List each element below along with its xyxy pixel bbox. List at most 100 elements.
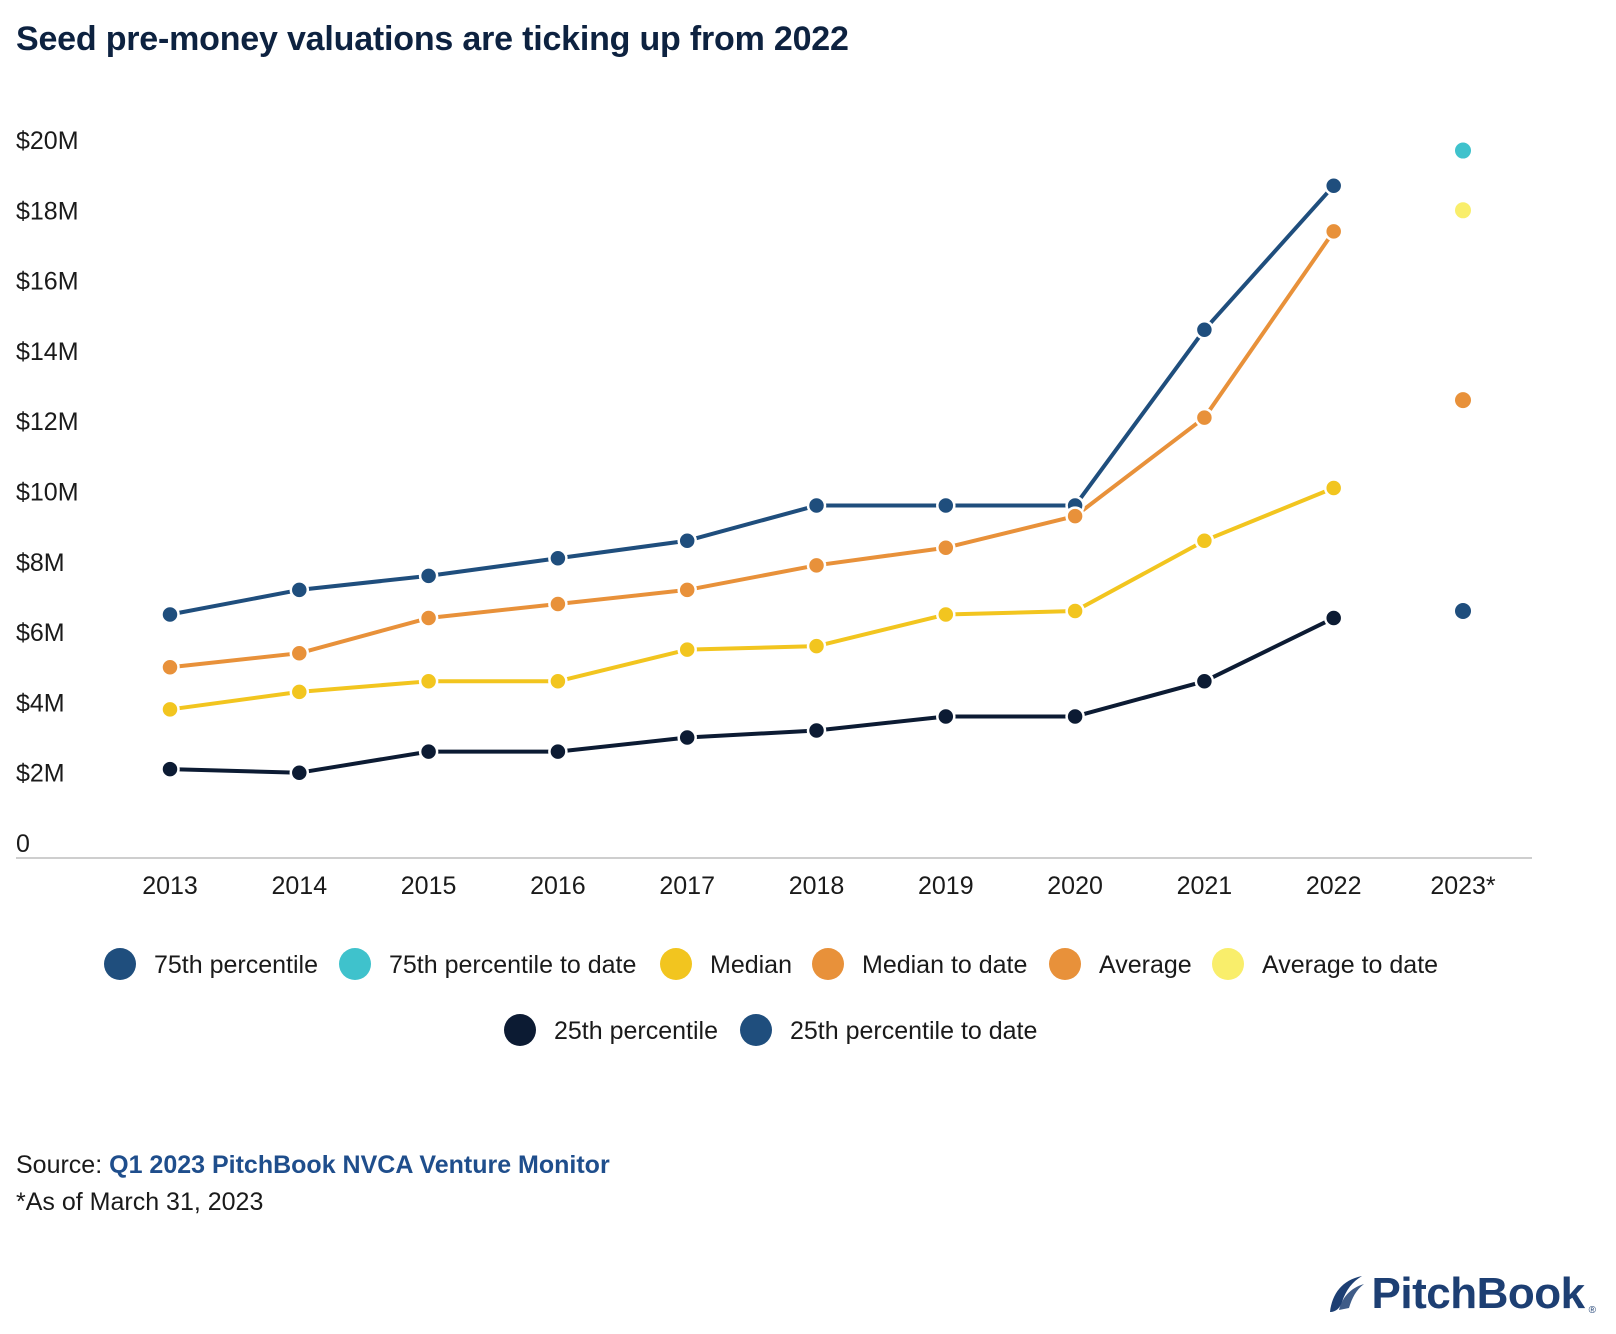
data-point-average bbox=[418, 608, 439, 628]
data-point-25th-percentile bbox=[936, 706, 956, 727]
data-point-average-to-date bbox=[1455, 202, 1471, 219]
series-line-median bbox=[168, 485, 1336, 712]
data-point-median bbox=[548, 671, 568, 692]
data-point-average bbox=[1194, 407, 1215, 428]
data-point-75th-percentile bbox=[677, 530, 697, 551]
data-point-median bbox=[289, 682, 310, 702]
data-point-25th-percentile-to-date bbox=[1455, 603, 1471, 620]
legend-label: Median bbox=[710, 951, 792, 979]
data-point-25th-percentile bbox=[806, 720, 827, 741]
data-point-average bbox=[677, 580, 697, 600]
series-lines bbox=[168, 183, 1336, 775]
series-line-25th-percentile bbox=[168, 616, 1336, 775]
data-point-average bbox=[1065, 506, 1085, 526]
data-point-median-to-date bbox=[1455, 392, 1471, 409]
y-tick-label: $20M bbox=[16, 127, 79, 155]
legend-label: Median to date bbox=[862, 951, 1027, 979]
y-tick-label: $18M bbox=[16, 197, 79, 225]
data-point-75th-percentile bbox=[1323, 175, 1344, 196]
legend-swatch-median bbox=[660, 948, 692, 980]
series-line-75th-percentile bbox=[168, 183, 1336, 617]
legend-label: 75th percentile bbox=[154, 951, 318, 979]
y-tick-label: 0 bbox=[16, 830, 30, 858]
series-points bbox=[160, 142, 1471, 783]
y-tick-label: $4M bbox=[16, 689, 65, 717]
source-link[interactable]: Q1 2023 PitchBook NVCA Venture Monitor bbox=[109, 1151, 610, 1179]
x-tick-label: 2017 bbox=[659, 872, 715, 900]
data-point-median bbox=[160, 699, 180, 720]
y-tick-label: $2M bbox=[16, 760, 65, 788]
data-point-25th-percentile bbox=[1323, 608, 1344, 628]
data-point-25th-percentile bbox=[160, 759, 180, 779]
source-note: Source: Q1 2023 PitchBook NVCA Venture M… bbox=[16, 1151, 610, 1180]
data-point-75th-percentile bbox=[418, 566, 439, 586]
data-point-median bbox=[1194, 530, 1215, 551]
x-tick-label: 2016 bbox=[530, 872, 586, 900]
legend-label: Average bbox=[1099, 951, 1192, 979]
y-tick-label: $16M bbox=[16, 268, 79, 296]
data-point-median bbox=[677, 639, 697, 660]
y-tick-label: $8M bbox=[16, 549, 65, 577]
data-point-median bbox=[936, 604, 956, 625]
legend-swatch-average-to-date bbox=[1212, 948, 1244, 980]
data-point-75th-percentile bbox=[936, 495, 956, 516]
legend-swatch-average bbox=[1049, 948, 1081, 980]
data-point-median bbox=[418, 671, 439, 692]
x-tick-label: 2014 bbox=[271, 872, 327, 900]
data-point-average bbox=[936, 537, 956, 558]
x-tick-label: 2019 bbox=[918, 872, 974, 900]
y-tick-label: $14M bbox=[16, 338, 79, 366]
legend-swatch-75th-percentile bbox=[104, 948, 136, 980]
source-prefix: Source: bbox=[16, 1151, 103, 1179]
logo-registered: ® bbox=[1588, 1305, 1596, 1316]
series-line-average bbox=[168, 229, 1336, 670]
data-point-75th-percentile bbox=[1194, 320, 1215, 340]
data-point-75th-percentile bbox=[289, 580, 310, 600]
x-tick-label: 2022 bbox=[1306, 872, 1362, 900]
data-point-25th-percentile bbox=[289, 762, 310, 783]
data-point-75th-percentile bbox=[160, 604, 180, 625]
legend-swatch-75th-percentile-to-date bbox=[339, 948, 371, 980]
x-tick-label: 2018 bbox=[789, 872, 845, 900]
data-point-25th-percentile bbox=[1065, 706, 1085, 727]
y-tick-label: $10M bbox=[16, 479, 79, 507]
legend-label: 25th percentile to date bbox=[790, 1017, 1037, 1045]
y-axis: 0 $2M $4M $6M $8M $10M $12M $14M $16M $18M $20M bbox=[16, 127, 79, 858]
data-point-75th-percentile-to-date bbox=[1455, 142, 1471, 159]
logo-text: PitchBook bbox=[1371, 1269, 1586, 1318]
x-tick-label: 2020 bbox=[1047, 872, 1103, 900]
legend-label: 25th percentile bbox=[554, 1017, 718, 1045]
data-point-average bbox=[289, 643, 310, 663]
x-axis: 2013 2014 2015 2016 2017 2018 2019 2020 2021 2022… bbox=[16, 857, 1532, 900]
data-point-25th-percentile bbox=[1194, 671, 1215, 692]
data-point-25th-percentile bbox=[418, 741, 439, 762]
legend: 75th percentile 75th percentile to date Me… bbox=[104, 948, 1438, 1046]
y-tick-label: $12M bbox=[16, 408, 79, 436]
data-point-median bbox=[1065, 601, 1085, 621]
chart-title: Seed pre-money valuations are ticking up… bbox=[16, 20, 849, 58]
data-point-75th-percentile bbox=[548, 548, 568, 569]
footnote: *As of March 31, 2023 bbox=[16, 1188, 264, 1216]
pitchbook-logo: PitchBook ® bbox=[1322, 1272, 1596, 1316]
legend-swatch-25th-percentile-to-date bbox=[740, 1014, 772, 1046]
legend-swatch-25th-percentile bbox=[504, 1014, 536, 1046]
data-point-25th-percentile bbox=[548, 741, 568, 762]
legend-label: 75th percentile to date bbox=[389, 951, 636, 979]
data-point-median bbox=[1323, 478, 1344, 498]
data-point-25th-percentile bbox=[677, 727, 697, 748]
data-point-75th-percentile bbox=[806, 495, 827, 516]
legend-label: Average to date bbox=[1262, 951, 1438, 979]
y-tick-label: $6M bbox=[16, 619, 65, 647]
data-point-average bbox=[806, 555, 827, 576]
x-tick-label: 2023* bbox=[1430, 872, 1496, 900]
x-tick-label: 2015 bbox=[401, 872, 457, 900]
pitchbook-leaf-icon bbox=[1329, 1276, 1364, 1312]
data-point-average bbox=[1323, 221, 1344, 242]
legend-swatch-median-to-date bbox=[812, 948, 844, 980]
x-tick-label: 2013 bbox=[142, 872, 198, 900]
data-point-median bbox=[806, 636, 827, 656]
data-point-average bbox=[548, 594, 568, 614]
x-tick-label: 2021 bbox=[1177, 872, 1233, 900]
